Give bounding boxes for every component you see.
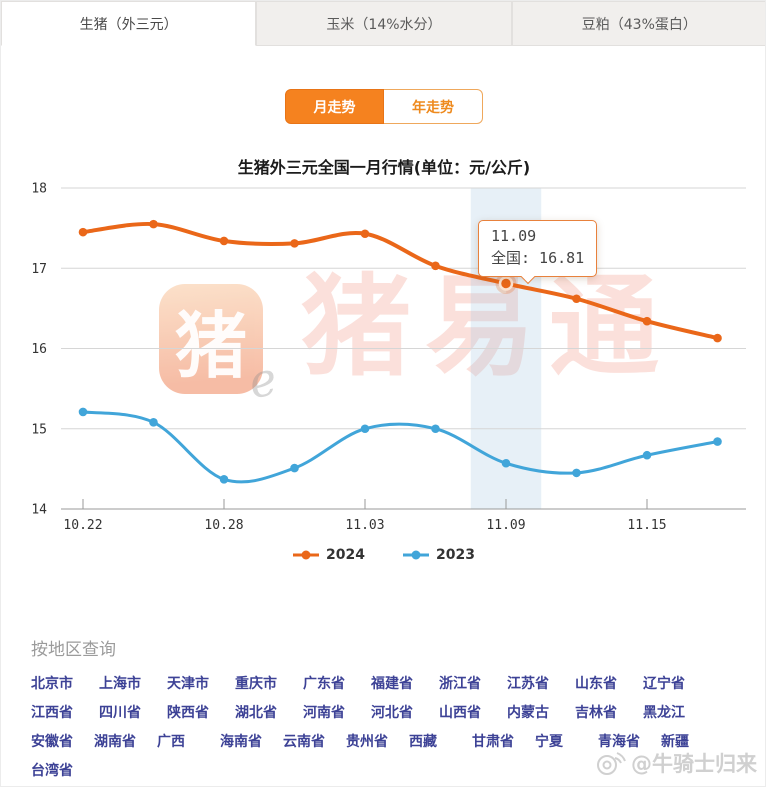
tab-corn[interactable]: 玉米（14%水分） — [256, 1, 512, 46]
app-icon-watermark: 猪 — [159, 284, 263, 394]
region-link[interactable]: 四川省 — [99, 705, 141, 721]
legend-marker-icon — [293, 550, 320, 560]
region-link[interactable]: 辽宁省 — [643, 676, 685, 692]
price-chart[interactable]: 18 17 16 15 14 10.22 10.28 11.03 11.09 11.15 — [1, 181, 766, 571]
svg-text:17: 17 — [31, 262, 47, 277]
region-link[interactable]: 西藏 — [409, 734, 437, 750]
chart-title: 生猪外三元全国一月行情(单位：元/公斤) — [237, 158, 531, 177]
region-link[interactable]: 湖北省 — [235, 705, 277, 721]
chart-tooltip: 11.09 全国: 16.81 — [478, 220, 598, 284]
region-link[interactable]: 黑龙江 — [643, 705, 685, 721]
region-link[interactable]: 福建省 — [371, 676, 413, 692]
region-link[interactable]: 山东省 — [575, 676, 617, 692]
region-link[interactable]: 海南省 — [220, 734, 262, 750]
legend-label: 2023 — [436, 547, 475, 563]
region-link[interactable]: 河南省 — [303, 705, 345, 721]
month-trend-button[interactable]: 月走势 — [285, 89, 384, 124]
region-link[interactable]: 重庆市 — [235, 676, 277, 692]
region-link[interactable]: 云南省 — [283, 734, 325, 750]
region-link[interactable]: 江苏省 — [507, 676, 549, 692]
legend-item-2024[interactable]: 2024 — [293, 547, 365, 563]
region-link[interactable]: 河北省 — [371, 705, 413, 721]
region-link[interactable]: 陕西省 — [167, 705, 209, 721]
svg-text:10.28: 10.28 — [204, 518, 243, 533]
region-link[interactable]: 湖南省 — [94, 734, 136, 750]
commodity-tabbar: 生猪（外三元） 玉米（14%水分） 豆粕（43%蛋白） — [1, 1, 765, 46]
region-link[interactable]: 安徽省 — [31, 734, 73, 750]
weibo-icon — [597, 752, 626, 775]
region-link[interactable]: 广西 — [157, 734, 185, 750]
svg-text:18: 18 — [31, 182, 47, 197]
tooltip-value: 全国: 16.81 — [491, 248, 585, 267]
svg-text:14: 14 — [31, 503, 47, 518]
credit-text: @牛骑士归来 — [631, 752, 757, 776]
legend-item-2023[interactable]: 2023 — [403, 547, 475, 563]
app-icon-glyph: 猪 — [174, 303, 247, 388]
region-link[interactable]: 青海省 — [598, 734, 640, 750]
region-link[interactable]: 江西省 — [31, 705, 73, 721]
legend-marker-icon — [403, 550, 429, 560]
region-row: 江西省 四川省 陕西省 湖北省 河南省 河北省 山西省 内蒙古 吉林省 黑龙江 — [31, 702, 741, 723]
region-link[interactable]: 上海市 — [99, 676, 141, 692]
region-link[interactable]: 天津市 — [167, 676, 209, 692]
region-link[interactable]: 甘肃省 — [472, 734, 514, 750]
tooltip-date: 11.09 — [491, 227, 537, 245]
region-row: 台湾省 — [31, 760, 741, 781]
region-link[interactable]: 内蒙古 — [507, 705, 549, 721]
region-link[interactable]: 台湾省 — [31, 763, 73, 779]
region-link[interactable]: 宁夏 — [535, 734, 563, 750]
chart-legend: 2024 2023 — [1, 547, 765, 563]
region-link[interactable]: 吉林省 — [575, 705, 617, 721]
trend-toggle: 月走势 年走势 — [1, 89, 765, 124]
region-link[interactable]: 北京市 — [31, 676, 73, 692]
brand-watermark: 猪易通 — [301, 267, 721, 388]
year-trend-button[interactable]: 年走势 — [384, 89, 483, 124]
legend-label: 2024 — [326, 547, 365, 563]
region-link[interactable]: 广东省 — [303, 676, 345, 692]
region-rows: 北京市 上海市 天津市 重庆市 广东省 福建省 浙江省 江苏省 山东省 辽宁省 江西省 四川省 陕西省湖… — [31, 673, 741, 786]
svg-text:11.03: 11.03 — [345, 518, 384, 533]
region-link[interactable]: 山西省 — [439, 705, 481, 721]
svg-text:15: 15 — [31, 422, 47, 437]
tab-pig[interactable]: 生猪（外三元） — [1, 1, 257, 46]
weibo-watermark: @牛骑士归来 — [596, 748, 757, 778]
svg-text:16: 16 — [31, 342, 47, 357]
region-link[interactable]: 新疆 — [661, 734, 689, 750]
region-row: 北京市 上海市 天津市 重庆市 广东省 福建省 浙江省 江苏省 山东省 辽宁省 — [31, 673, 741, 694]
region-row: 安徽省 湖南省 广西 海南省 云南省 贵州省 西藏 甘肃省 宁夏 青海省 新疆 — [31, 731, 741, 752]
tab-soybean-meal[interactable]: 豆粕（43%蛋白） — [511, 1, 765, 46]
region-link[interactable]: 贵州省 — [346, 734, 388, 750]
svg-text:11.15: 11.15 — [627, 518, 666, 533]
region-section-title: 按地区查询 — [31, 640, 116, 660]
svg-text:10.22: 10.22 — [63, 518, 102, 533]
svg-text:11.09: 11.09 — [486, 518, 525, 533]
region-link[interactable]: 浙江省 — [439, 676, 481, 692]
